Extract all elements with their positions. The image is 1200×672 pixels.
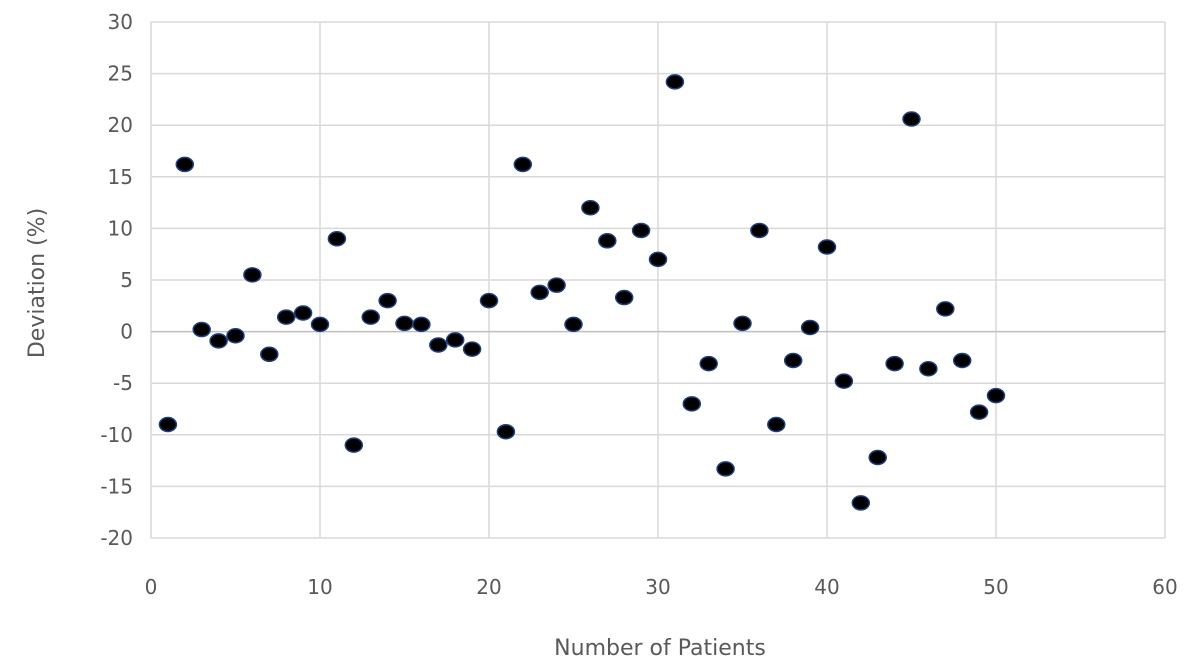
data-point: [412, 316, 431, 333]
x-tick-label: 40: [814, 575, 839, 599]
data-point: [243, 267, 262, 283]
data-point: [479, 292, 499, 309]
data-point: [699, 355, 718, 372]
data-point: [682, 396, 702, 412]
y-tick-label: 25: [108, 62, 133, 86]
data-point: [631, 222, 651, 239]
y-tick-label: -15: [100, 474, 133, 498]
x-tick-label: 50: [983, 575, 1008, 599]
y-tick-label: -10: [100, 423, 133, 447]
x-tick-label: 60: [1152, 575, 1177, 599]
data-point: [327, 230, 347, 247]
data-point: [445, 332, 465, 348]
data-point: [986, 387, 1006, 404]
data-point: [902, 111, 921, 127]
data-point: [783, 352, 803, 369]
data-point: [614, 289, 634, 306]
data-point: [462, 341, 482, 357]
data-point: [310, 316, 330, 333]
y-tick-label: 20: [108, 113, 133, 137]
y-tick-label: 0: [120, 320, 133, 344]
data-point: [581, 200, 600, 216]
data-point: [496, 423, 516, 440]
y-tick-label: 30: [108, 10, 133, 34]
data-point: [851, 495, 871, 511]
x-tick-label: 10: [307, 575, 332, 599]
data-point: [952, 352, 972, 369]
data-point: [209, 333, 228, 349]
data-point: [750, 222, 769, 239]
x-axis-tick-labels: 0 10 20 30 40 50 60: [145, 575, 1178, 599]
data-point: [192, 321, 211, 338]
y-tick-label: 10: [108, 216, 133, 240]
data-point: [429, 337, 448, 353]
data-point: [919, 361, 938, 377]
x-tick-label: 30: [645, 575, 670, 599]
x-tick-label: 20: [476, 575, 501, 599]
data-point: [293, 305, 313, 321]
data-point: [716, 461, 735, 477]
y-axis-tick-labels: 30 25 20 15 10 5 0 -5 -10 -15 -20: [100, 10, 133, 550]
data-point: [936, 301, 955, 317]
data-point: [834, 373, 854, 389]
data-point: [344, 437, 364, 453]
data-point: [158, 416, 178, 433]
y-tick-label: 15: [108, 165, 133, 189]
data-point: [564, 316, 583, 333]
data-point: [733, 315, 752, 332]
data-point: [530, 284, 549, 301]
grid-lines: [150, 21, 1166, 539]
data-point: [665, 74, 685, 90]
data-point: [767, 416, 786, 433]
data-point: [513, 156, 533, 173]
y-tick-label: -5: [113, 371, 133, 395]
data-point: [547, 277, 566, 293]
data-point: [378, 292, 397, 309]
data-point: [885, 355, 904, 372]
data-point: [361, 309, 380, 325]
data-point: [868, 449, 887, 466]
y-tick-label: -20: [100, 526, 133, 550]
data-point: [817, 239, 837, 255]
data-point: [175, 156, 195, 173]
data-point: [226, 327, 245, 344]
data-point: [800, 319, 820, 336]
x-tick-label: 0: [145, 575, 158, 599]
data-point: [260, 346, 279, 363]
data-points: [158, 74, 1006, 511]
data-point: [598, 233, 617, 249]
data-point: [969, 404, 989, 420]
data-point: [395, 315, 414, 332]
data-point: [648, 251, 668, 268]
x-axis-title: Number of Patients: [554, 636, 766, 661]
y-axis-title: Deviation (%): [25, 208, 50, 358]
y-tick-label: 5: [120, 268, 133, 292]
data-point: [276, 309, 296, 325]
